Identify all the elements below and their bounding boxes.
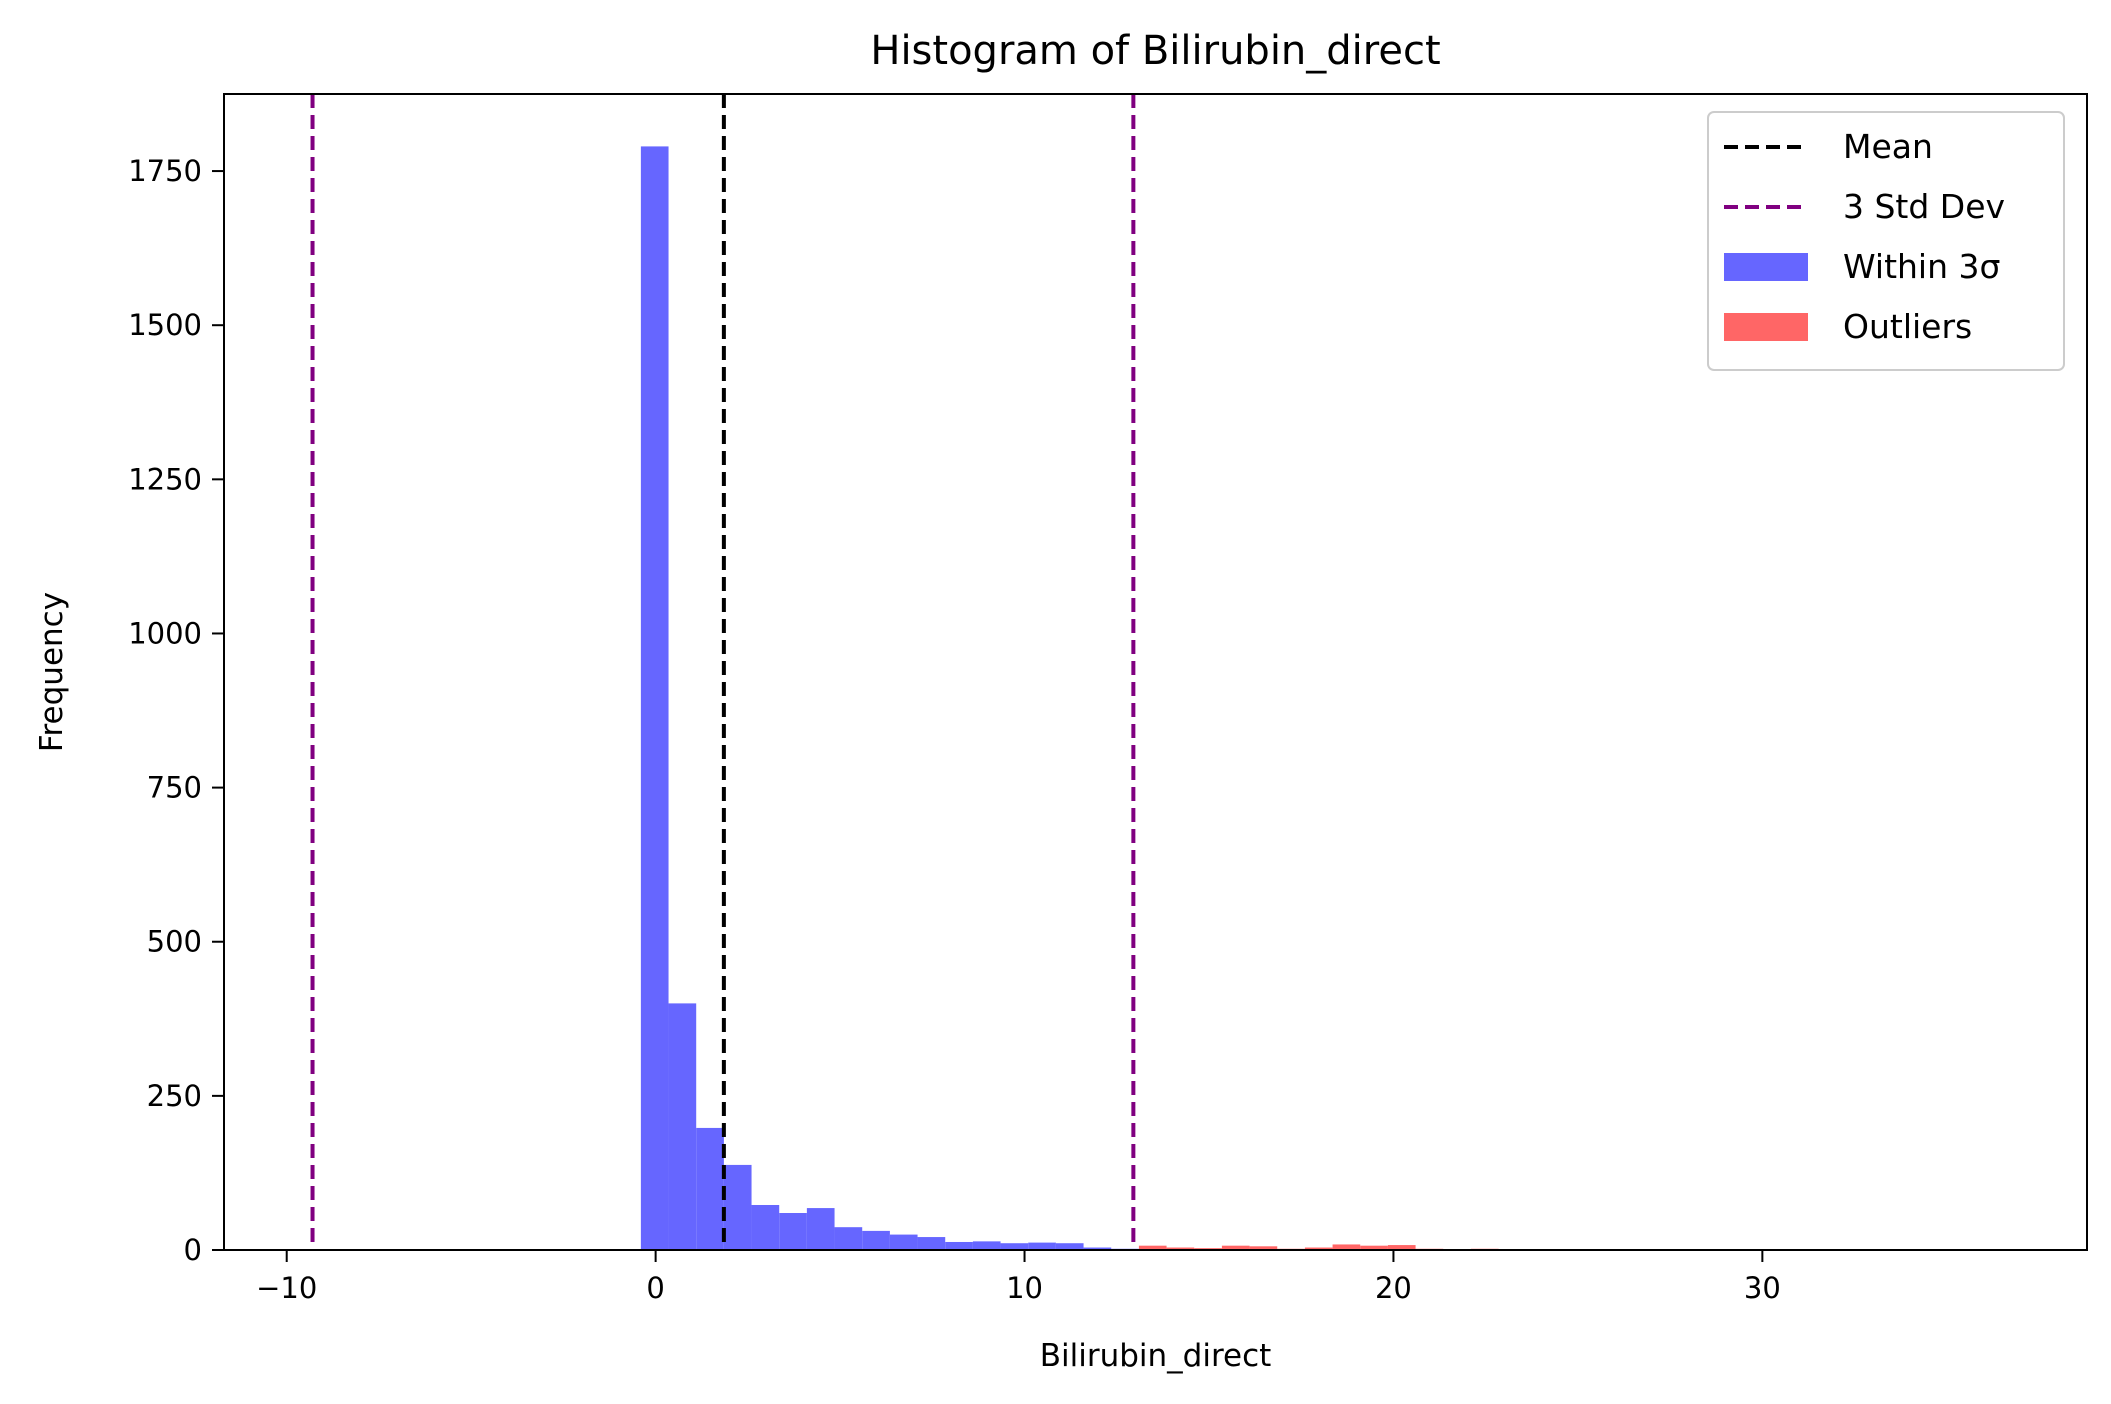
plot-frame: [223, 93, 2088, 1251]
legend-label: Mean: [1843, 127, 1933, 166]
y-tick-label: 1500: [128, 308, 202, 342]
outlier-bar-4: [1249, 1246, 1278, 1250]
x-tick-label: 10: [1006, 1271, 1043, 1305]
outlier-bar-8: [1360, 1245, 1388, 1250]
within-bar-9: [889, 1234, 918, 1250]
x-axis-label: Bilirubin_direct: [1040, 1338, 1272, 1374]
within-bar-4: [751, 1204, 780, 1250]
within-bar-13: [1000, 1243, 1029, 1250]
chart-title: Histogram of Bilirubin_direct: [870, 28, 1440, 74]
within-bar-3: [723, 1164, 752, 1250]
reference-lines: [310, 94, 1136, 1250]
y-tick-label: 1750: [128, 154, 202, 188]
within-bars: [640, 146, 1139, 1251]
within-bar-5: [779, 1213, 807, 1250]
y-tick-label: 750: [147, 771, 202, 805]
within-bar-1: [668, 1003, 697, 1250]
y-axis-label: Frequency: [34, 592, 70, 752]
legend: Mean 3 Std Dev Within 3σ Outliers: [1707, 111, 2065, 371]
within-bar-6: [806, 1208, 835, 1250]
y-tick-label: 250: [147, 1079, 202, 1113]
outlier-bar-6: [1304, 1247, 1333, 1250]
x-tick-label: 30: [1744, 1271, 1781, 1305]
y-tick-label: 0: [184, 1233, 202, 1267]
outlier-bar-3: [1221, 1245, 1250, 1250]
y-axis-ticks: 0 250 500 750 1000 1250 1500 1750: [128, 154, 224, 1267]
legend-swatch-patch: [1724, 253, 1808, 281]
within-bar-0: [640, 146, 669, 1251]
x-tick-label: −10: [256, 1271, 317, 1305]
within-bar-8: [862, 1230, 890, 1250]
legend-box: [1707, 111, 2065, 371]
within-bar-11: [945, 1241, 973, 1250]
y-tick-label: 500: [147, 925, 202, 959]
within-bar-10: [917, 1237, 946, 1250]
x-tick-label: 20: [1375, 1271, 1412, 1305]
outlier-bar-9: [1387, 1245, 1416, 1250]
outlier-bar-1: [1166, 1247, 1195, 1250]
outlier-bar-7: [1332, 1244, 1361, 1250]
y-tick-label: 1250: [128, 462, 202, 496]
within-bar-16: [1083, 1247, 1112, 1250]
legend-label: 3 Std Dev: [1843, 187, 2005, 226]
x-axis-ticks: −10 0 10 20 30: [256, 1250, 1781, 1305]
within-bar-7: [834, 1227, 863, 1250]
within-bar-12: [972, 1241, 1001, 1250]
within-bar-2: [696, 1127, 724, 1250]
outlier-bar-0: [1138, 1245, 1167, 1250]
legend-label: Within 3σ: [1843, 247, 2000, 286]
legend-label: Outliers: [1843, 307, 1972, 346]
within-bar-15: [1055, 1243, 1084, 1250]
x-tick-label: 0: [646, 1271, 664, 1305]
legend-swatch-patch: [1724, 313, 1808, 341]
y-tick-label: 1000: [128, 616, 202, 650]
within-bar-14: [1028, 1242, 1056, 1250]
